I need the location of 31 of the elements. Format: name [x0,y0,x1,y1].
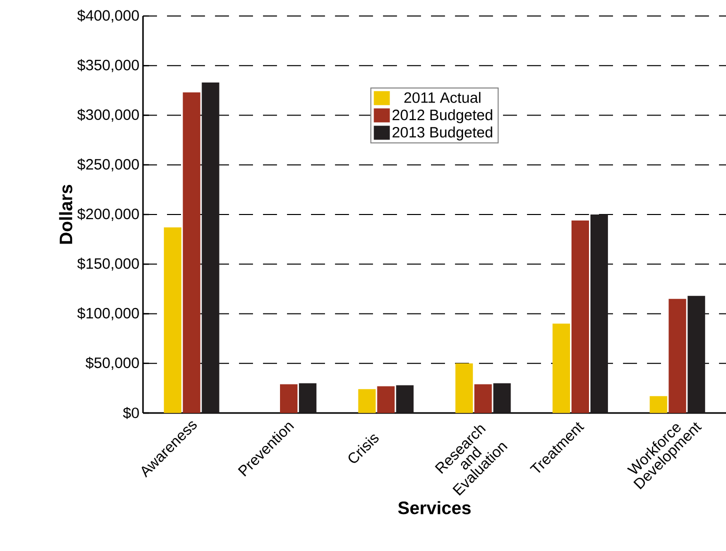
bar [298,383,316,414]
bar [280,384,298,414]
bar [164,227,182,414]
y-tick-label: $400,000 [77,10,139,22]
y-tick-label: $200,000 [77,208,139,221]
y-tick-label: $150,000 [77,258,139,271]
y-tick-label: $300,000 [77,108,139,122]
bar [590,214,608,414]
bar [572,220,589,414]
legend-label: 2012 Budgeted [392,109,492,124]
y-tick-label: $350,000 [77,59,139,72]
y-tick-label: $100,000 [77,307,139,320]
bar [455,363,473,414]
bar [688,296,706,414]
legend-label: 2013 Budgeted [392,126,492,140]
bar [377,386,395,414]
bar [358,389,376,414]
bar [182,92,200,414]
y-axis-title: Dollars [59,184,72,244]
legend-label: 2011 Actual [404,92,480,103]
bar [552,324,570,414]
x-axis-title: Services [398,501,471,514]
bar [202,82,220,414]
y-tick-label: $250,000 [77,158,139,172]
y-tick-label: $0 [123,406,139,420]
bar [474,384,492,414]
bar [396,385,414,414]
bar [493,383,511,414]
bar [668,298,686,414]
y-tick-label: $50,000 [86,356,139,370]
bar [650,396,668,414]
